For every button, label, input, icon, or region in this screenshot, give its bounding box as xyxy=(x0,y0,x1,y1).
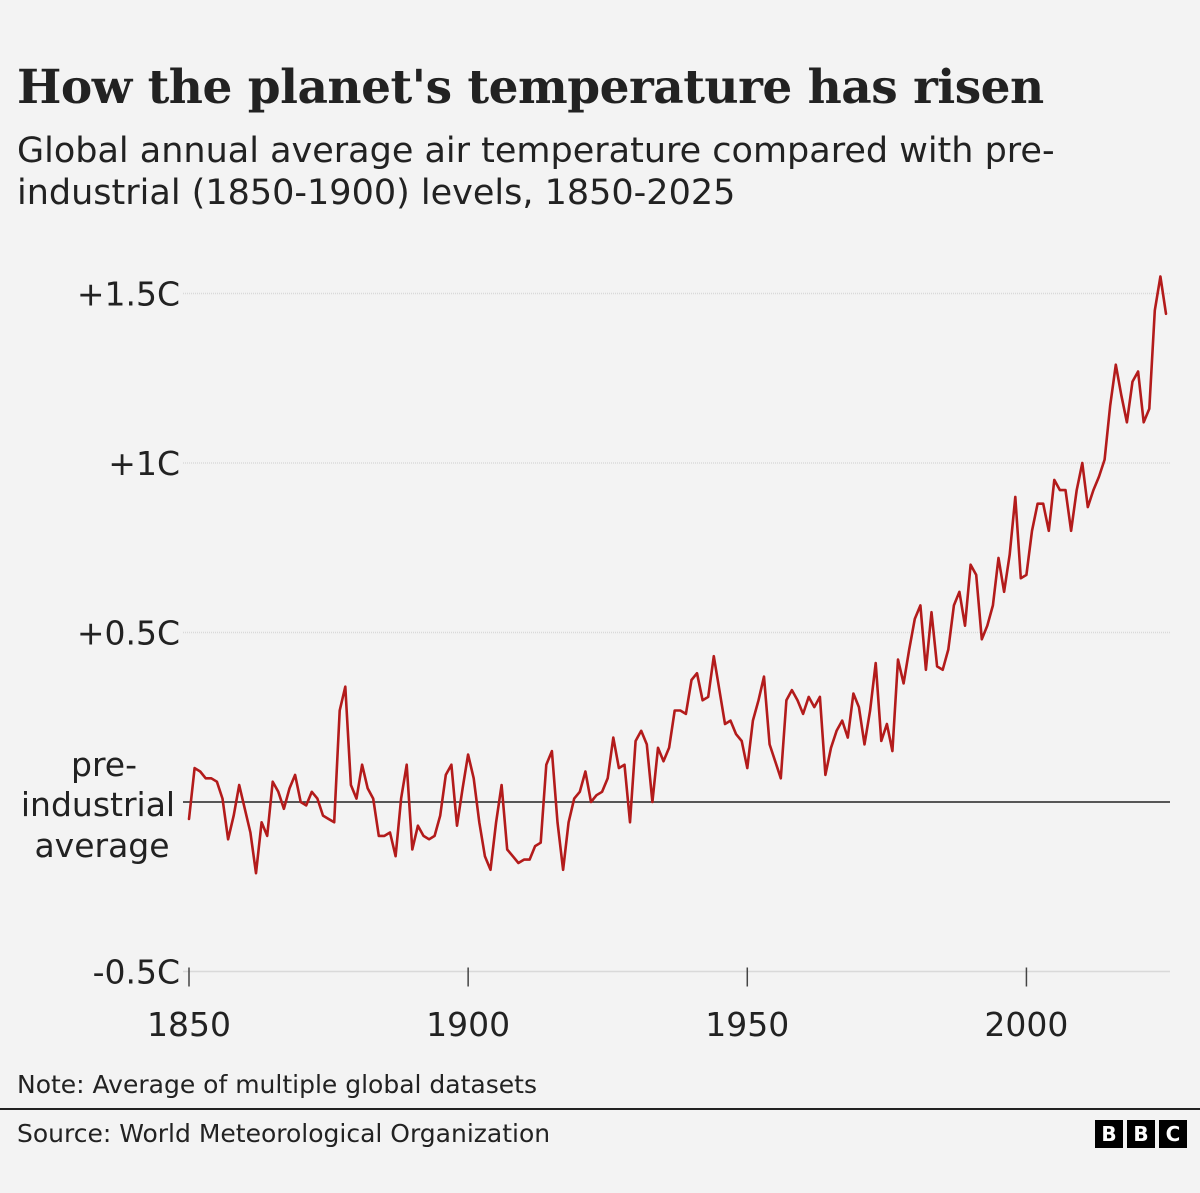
bbc-logo-block: C xyxy=(1159,1120,1187,1148)
chart-subtitle: Global annual average air temperature co… xyxy=(17,131,1055,213)
baseline-label-line: pre- xyxy=(71,745,137,784)
y-tick-label: -0.5C xyxy=(93,953,180,992)
chart-note: Note: Average of multiple global dataset… xyxy=(17,1070,537,1099)
y-tick-label: +0.5C xyxy=(77,614,180,653)
baseline-label: pre- industrial average xyxy=(21,745,175,865)
x-tick-label: 1950 xyxy=(705,1005,789,1044)
bbc-logo-block: B xyxy=(1095,1120,1123,1148)
x-tick-label: 1900 xyxy=(426,1005,510,1044)
temperature-chart: pre- industrial average +1.5C +1C +0.5C … xyxy=(21,275,1170,1044)
chart-title: How the planet's temperature has risen xyxy=(17,60,1044,115)
series-line xyxy=(187,275,1168,875)
y-axis-ticks: +1.5C +1C +0.5C -0.5C xyxy=(77,275,180,992)
bbc-logo: B B C xyxy=(1095,1120,1187,1148)
series-layer xyxy=(187,275,1168,875)
chart-source: Source: World Meteorological Organizatio… xyxy=(17,1119,551,1148)
baseline-label-line: average xyxy=(34,826,169,865)
x-tick-label: 1850 xyxy=(147,1005,231,1044)
baseline-label-line: industrial xyxy=(21,785,175,824)
x-tick-label: 2000 xyxy=(984,1005,1068,1044)
grid-lines xyxy=(183,292,1170,987)
y-tick-label: +1C xyxy=(108,444,180,483)
y-tick-label: +1.5C xyxy=(77,275,180,314)
footer-divider xyxy=(0,1108,1200,1110)
bbc-logo-block: B xyxy=(1127,1120,1155,1148)
x-axis-ticks: 1850 1900 1950 2000 xyxy=(147,1005,1068,1044)
